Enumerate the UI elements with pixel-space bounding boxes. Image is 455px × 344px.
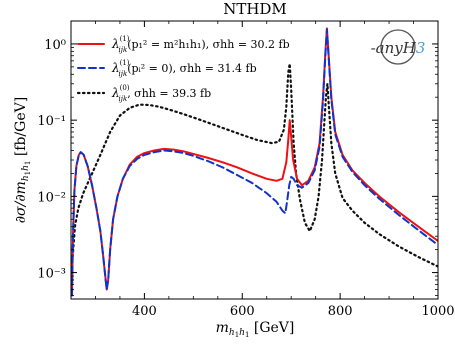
x-tick-label: 400 bbox=[132, 304, 157, 319]
y-axis-label: ∂σ/∂mh1h1 [fb/GeV] bbox=[13, 97, 32, 223]
x-tick-label: 800 bbox=[328, 304, 353, 319]
axis-ticks: 400 600 800 1000 10⁻³ 10⁻² 10⁻¹ 10⁰ bbox=[37, 20, 455, 319]
plot-curves bbox=[71, 27, 438, 297]
chart-title: NTHDM bbox=[223, 0, 287, 18]
legend-label-1: λ(1) ijk(p₁² = m²h₁h₁), σhh = 30.2 fb bbox=[111, 35, 290, 54]
x-axis-label: mh1h1 [GeV] bbox=[216, 320, 295, 339]
anyh3-logo: -anyH3 bbox=[371, 29, 426, 65]
legend-label-2: λ(1) ijk(pᵢ² = 0), σhh = 31.4 fb bbox=[111, 59, 257, 78]
series-line-3 bbox=[71, 62, 438, 268]
y-tick-label: 10⁻² bbox=[37, 190, 66, 205]
svg-text:∂σ/∂mh1h1 [fb/GeV]: ∂σ/∂mh1h1 [fb/GeV] bbox=[13, 97, 32, 223]
y-tick-label: 10⁰ bbox=[44, 38, 66, 53]
y-tick-label: 10⁻³ bbox=[37, 267, 66, 282]
x-tick-label: 600 bbox=[230, 304, 255, 319]
series-line-2 bbox=[71, 28, 438, 297]
legend-label-3: λ(0) ijk, σhh = 39.3 fb bbox=[111, 84, 211, 103]
x-tick-label: 1000 bbox=[421, 304, 454, 319]
logo-text: -anyH3 bbox=[371, 39, 426, 57]
legend: λ(1) ijk(p₁² = m²h₁h₁), σhh = 30.2 fb λ(1)… bbox=[76, 35, 290, 103]
y-tick-label: 10⁻¹ bbox=[37, 114, 66, 129]
svg-text:mh1h1 [GeV]: mh1h1 [GeV] bbox=[216, 320, 295, 339]
